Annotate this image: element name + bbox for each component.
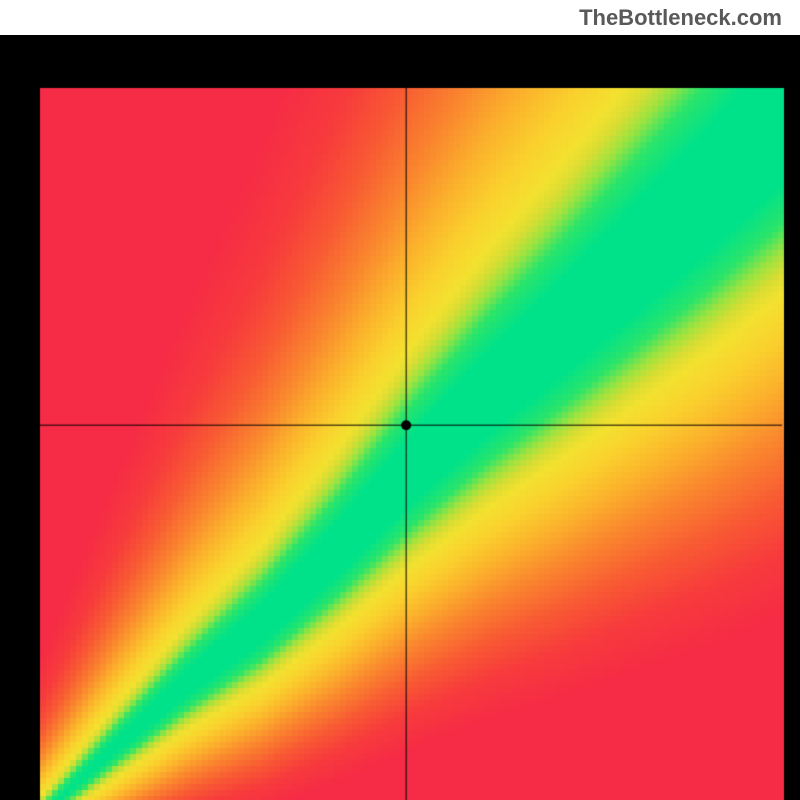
bottleneck-heatmap (0, 35, 800, 800)
plot-outer (0, 35, 800, 800)
watermark-text: TheBottleneck.com (0, 0, 800, 35)
